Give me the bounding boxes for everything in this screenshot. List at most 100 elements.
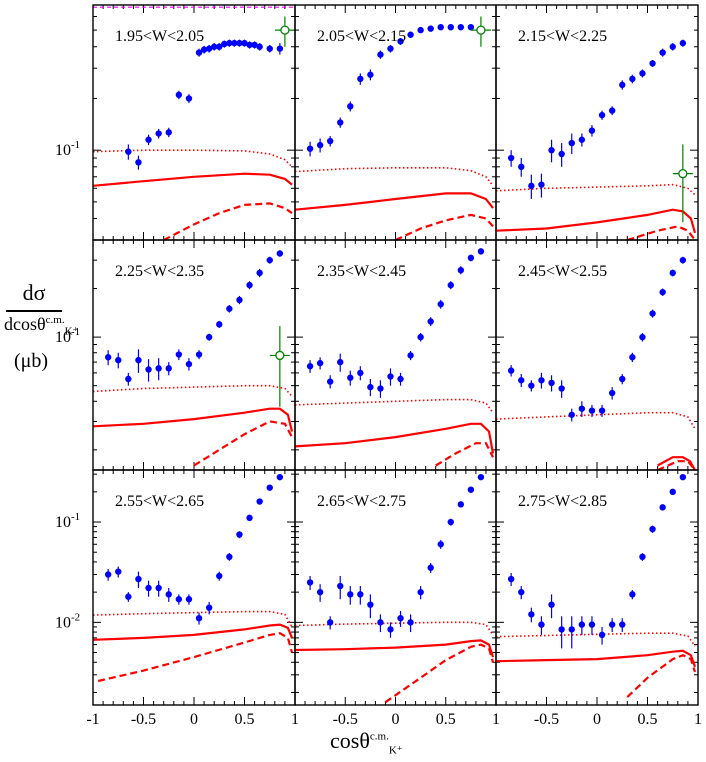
x-tick-label: 1 <box>291 711 299 728</box>
x-tick-label: 1 <box>492 711 500 728</box>
x-tick-label: 0.5 <box>235 711 255 728</box>
y-axis-title: dσ dcosθc.m.K⁺ (μb) <box>4 280 78 460</box>
data-point <box>629 75 636 83</box>
y-tick-label: 10-1 <box>55 139 80 159</box>
data-point <box>377 385 384 392</box>
data-point <box>397 375 404 383</box>
data-point <box>568 411 575 418</box>
panel-5: 2.35<W<2.45 <box>294 239 497 471</box>
curve-solid <box>496 649 697 668</box>
data-point <box>558 626 565 633</box>
data-point <box>518 588 525 596</box>
data-point <box>427 564 434 571</box>
data-point <box>548 379 555 387</box>
data-point <box>679 473 687 481</box>
curve-dashed <box>435 442 494 467</box>
panel-plot-area <box>496 256 696 470</box>
panel-label: 2.15<W<2.25 <box>518 28 607 45</box>
data-point <box>165 365 172 372</box>
data-point <box>246 281 253 289</box>
data-point <box>337 119 344 126</box>
curve-dashed <box>626 225 696 240</box>
data-point <box>548 146 555 154</box>
data-point <box>518 163 525 171</box>
y-title-den-sub: K⁺ <box>64 325 79 338</box>
data-point <box>246 41 253 49</box>
data-point <box>477 248 485 255</box>
curve-solid <box>295 192 494 211</box>
data-point <box>588 127 596 134</box>
data-point <box>367 71 374 78</box>
data-point <box>306 145 314 152</box>
data-point <box>256 269 263 277</box>
data-point <box>507 575 515 583</box>
panel-7: 2.55<W<2.65 10-1 10-2 -1 -0.5 0 0.5 1 <box>55 469 299 728</box>
data-point <box>598 407 606 414</box>
data-point <box>558 150 565 158</box>
data-point <box>578 136 586 143</box>
y-title-numerator: dσ <box>22 280 46 305</box>
data-point <box>256 43 263 50</box>
data-point <box>306 363 314 370</box>
curve-dotted <box>93 610 293 628</box>
curve-solid <box>295 422 495 454</box>
data-point <box>337 358 344 366</box>
data-point <box>588 407 596 414</box>
curve-dotted <box>496 183 696 196</box>
data-point <box>669 488 676 496</box>
data-point <box>528 611 535 618</box>
data-point <box>165 129 172 136</box>
x-tick-label: -0.5 <box>333 711 358 728</box>
data-point <box>104 354 112 361</box>
x-title-sub: K⁺ <box>388 744 403 757</box>
data-point <box>447 518 454 526</box>
data-point <box>125 593 132 600</box>
data-point <box>608 621 616 628</box>
curve-solid <box>295 639 495 658</box>
x-tick-label: 1 <box>694 711 702 728</box>
data-point <box>357 591 364 598</box>
x-tick-label: 0 <box>593 711 601 728</box>
data-point <box>195 49 203 56</box>
open-point <box>476 25 486 35</box>
data-point <box>195 614 203 622</box>
open-point <box>280 25 290 35</box>
data-point <box>216 321 223 328</box>
data-point <box>578 621 586 628</box>
data-point <box>276 250 284 257</box>
data-point <box>115 568 122 575</box>
data-point <box>407 619 414 626</box>
data-point <box>598 631 606 639</box>
open-point <box>275 350 285 361</box>
data-point <box>216 43 223 50</box>
data-point <box>185 95 193 102</box>
y-tick-label-exponent: -1 <box>71 511 80 523</box>
data-point <box>145 136 152 143</box>
data-point <box>125 148 132 155</box>
data-point <box>266 484 273 491</box>
panel-9: 2.75<W<2.85 -0.5 0 0.5 1 <box>495 469 702 728</box>
data-point <box>437 300 444 308</box>
x-tick-label: 0 <box>190 711 198 728</box>
curve-dashed <box>657 460 696 470</box>
data-point <box>659 49 666 56</box>
data-point <box>447 281 454 289</box>
curve-solid <box>93 623 294 641</box>
x-axis-title: cosθc.m.K⁺ <box>330 728 403 756</box>
data-point <box>649 525 656 533</box>
data-point <box>608 389 616 397</box>
data-point <box>427 25 434 32</box>
data-point <box>155 130 162 137</box>
x-tick-label: 0.5 <box>638 711 658 728</box>
data-point <box>679 256 687 264</box>
data-point <box>538 377 545 384</box>
data-point <box>397 614 404 622</box>
data-point <box>437 23 444 31</box>
panel-label: 2.75<W<2.85 <box>518 493 607 510</box>
panel-3: 2.15<W<2.25 <box>495 4 699 241</box>
data-point <box>155 365 162 372</box>
panel-plot-area <box>496 39 697 240</box>
data-point <box>276 473 284 481</box>
data-point <box>135 356 142 364</box>
data-point <box>337 582 344 590</box>
